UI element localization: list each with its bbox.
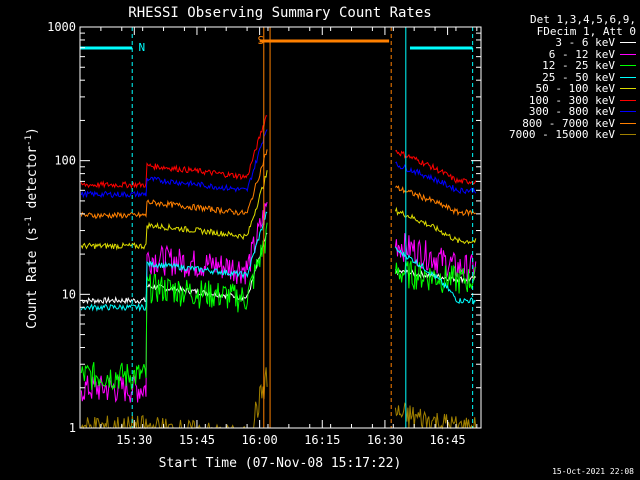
- chart-title: RHESSI Observing Summary Count Rates: [128, 5, 431, 21]
- legend-swatch: [620, 88, 636, 90]
- legend-swatch: [620, 42, 636, 44]
- x-tick-label: 16:30: [367, 433, 403, 447]
- legend-item: 7000 - 15000 keV: [486, 129, 636, 141]
- legend-header-1: Det 1,3,4,5,6,9,: [530, 13, 636, 26]
- legend-swatch: [620, 99, 636, 101]
- series-line-post-7: [395, 185, 477, 217]
- y-axis-label-sup1: -1: [24, 216, 34, 227]
- legend-label: 6 - 12 keV: [548, 47, 615, 61]
- series-line-post-3: [394, 246, 477, 306]
- legend-swatch: [620, 111, 636, 113]
- flag-label-s: S: [258, 34, 265, 47]
- legend-label: 3 - 6 keV: [555, 36, 615, 49]
- legend-label: 300 - 800 keV: [528, 105, 615, 118]
- legend-label: 7000 - 15000 keV: [509, 128, 615, 141]
- series-line-post-8: [394, 402, 477, 430]
- y-axis-label-end: ): [25, 127, 40, 135]
- series-line-pre-8: [80, 367, 268, 430]
- y-tick-label: 100: [54, 154, 76, 168]
- x-tick-label: 15:30: [116, 433, 152, 447]
- x-tick-label: 16:45: [430, 433, 466, 447]
- flag-group: NS: [80, 27, 474, 428]
- series-line-post-4: [394, 206, 477, 245]
- y-tick-label: 10: [62, 287, 76, 301]
- legend-item: 800 - 7000 keV: [486, 116, 636, 130]
- series-line-pre-5: [80, 115, 268, 190]
- series-group: [80, 115, 477, 430]
- legend: Det 1,3,4,5,6,9, FDecim 1, Att 0 3 - 6 k…: [486, 14, 636, 141]
- y-axis-label-mid: detector: [25, 146, 40, 217]
- legend-item: 12 - 25 keV: [486, 60, 636, 72]
- y-axis-label: Count Rate (s-1 detector-1): [24, 127, 40, 329]
- x-tick-label: 16:00: [242, 433, 278, 447]
- legend-label: 800 - 7000 keV: [522, 116, 615, 130]
- y-tick-label: 1000: [47, 20, 76, 34]
- series-line-pre-3: [80, 211, 268, 312]
- y-tick-label: 1: [69, 421, 76, 435]
- series-line-post-2: [394, 260, 477, 294]
- flag-label-n: N: [138, 41, 145, 54]
- legend-label: 100 - 300 keV: [528, 93, 615, 107]
- x-tick-label: 15:45: [179, 433, 215, 447]
- legend-entries: 3 - 6 keV 6 - 12 keV 12 - 25 keV 25 - 50 ke…: [486, 37, 636, 141]
- plot-frame: [79, 26, 482, 429]
- x-axis-label: Start Time (07-Nov-08 15:17:22): [159, 456, 402, 471]
- legend-label: 12 - 25 keV: [542, 59, 615, 72]
- render-timestamp: 15-Oct-2021 22:08: [552, 467, 634, 476]
- series-line-post-6: [395, 161, 477, 195]
- series-line-pre-6: [80, 129, 268, 199]
- series-line-pre-7: [80, 149, 268, 220]
- legend-header-2: FDecim 1, Att 0: [536, 24, 636, 38]
- legend-label: 25 - 50 keV: [542, 70, 615, 84]
- legend-swatch: [620, 65, 636, 67]
- legend-swatch: [620, 134, 636, 136]
- legend-item: 3 - 6 keV: [486, 37, 636, 49]
- series-line-pre-4: [80, 170, 268, 251]
- legend-swatch: [620, 76, 636, 78]
- legend-item: 300 - 800 keV: [486, 106, 636, 118]
- legend-swatch: [620, 53, 636, 55]
- legend-item: 25 - 50 keV: [486, 70, 636, 84]
- series-line-pre-2: [80, 222, 268, 391]
- y-axis-label-sup2: -1: [24, 135, 34, 146]
- axis-ticks: 1 10 100 1000 15:30 15:45 16:00 16:15 16:30 16:45: [47, 20, 481, 447]
- legend-item: 50 - 100 keV: [486, 83, 636, 95]
- x-tick-label: 16:15: [304, 433, 340, 447]
- legend-swatch: [620, 122, 636, 124]
- series-line-post-5: [395, 149, 477, 185]
- y-axis-label-main: Count Rate (s: [25, 227, 40, 329]
- legend-item: 100 - 300 keV: [486, 93, 636, 107]
- legend-label: 50 - 100 keV: [535, 82, 615, 95]
- legend-item: 6 - 12 keV: [486, 47, 636, 61]
